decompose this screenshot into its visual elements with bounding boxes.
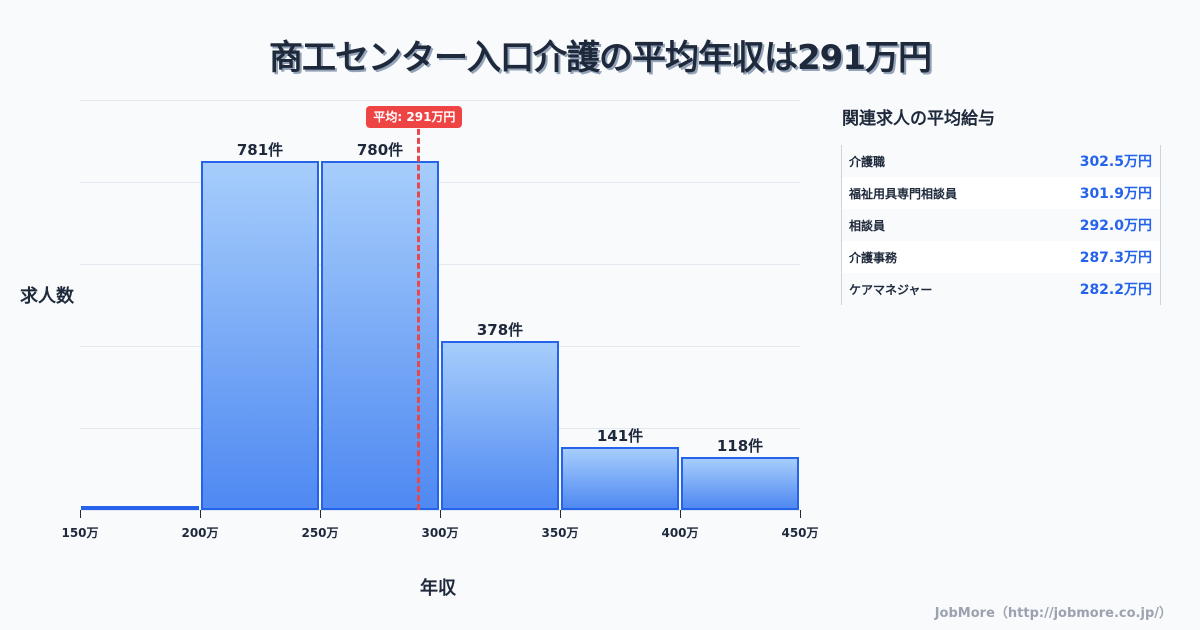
related-salary-row: 介護事務 287.3万円 bbox=[842, 241, 1160, 273]
gridline bbox=[80, 100, 800, 101]
y-axis-label: 求人数 bbox=[20, 286, 74, 307]
x-tick bbox=[800, 510, 801, 518]
job-name: 相談員 bbox=[849, 218, 886, 233]
related-salary-row: 福祉用具専門相談員 301.9万円 bbox=[842, 177, 1160, 209]
bar-count-label: 141件 bbox=[596, 426, 644, 445]
bar-count-label: 781件 bbox=[236, 140, 284, 159]
histogram-bar bbox=[321, 161, 439, 510]
related-salary-title: 関連求人の平均給与 bbox=[842, 109, 995, 129]
x-tick-label: 400万 bbox=[661, 526, 699, 540]
average-line bbox=[417, 120, 421, 510]
x-tick-label: 150万 bbox=[61, 526, 99, 540]
histogram-bar bbox=[561, 446, 679, 510]
x-tick bbox=[200, 510, 201, 518]
related-salary-row: ケアマネジャー 282.2万円 bbox=[842, 273, 1160, 305]
job-salary: 292.0万円 bbox=[1079, 218, 1152, 234]
x-tick-label: 350万 bbox=[541, 526, 579, 540]
average-badge: 平均: 291万円 bbox=[366, 106, 463, 128]
x-tick-label: 250万 bbox=[301, 526, 339, 540]
page-title: 商工センター入口介護の平均年収は291万円 bbox=[269, 38, 932, 78]
x-tick bbox=[320, 510, 321, 518]
gridline bbox=[80, 264, 800, 265]
histogram-bar bbox=[201, 160, 319, 510]
bar-count-label: 378件 bbox=[476, 320, 524, 339]
footer-credit: JobMore（http://jobmore.co.jp/） bbox=[934, 606, 1172, 621]
job-salary: 282.2万円 bbox=[1079, 282, 1152, 298]
job-name: 介護職 bbox=[849, 154, 886, 169]
histogram-bar bbox=[81, 506, 199, 510]
gridline bbox=[80, 182, 800, 183]
bar-count-label: 118件 bbox=[716, 437, 764, 456]
x-tick-label: 200万 bbox=[181, 526, 219, 540]
related-salary-row: 介護職 302.5万円 bbox=[842, 145, 1160, 177]
job-salary: 301.9万円 bbox=[1079, 186, 1152, 202]
x-tick-label: 450万 bbox=[781, 526, 819, 540]
job-name: 福祉用具専門相談員 bbox=[849, 186, 958, 201]
job-salary: 302.5万円 bbox=[1079, 154, 1152, 170]
histogram-plot-area: 781件 780件 378件 141件 118件 bbox=[80, 100, 800, 511]
bar-count-label: 780件 bbox=[356, 141, 404, 160]
related-salary-row: 相談員 292.0万円 bbox=[842, 209, 1160, 241]
job-name: ケアマネジャー bbox=[849, 282, 933, 297]
gridline bbox=[80, 428, 800, 429]
x-tick bbox=[440, 510, 441, 518]
x-tick bbox=[560, 510, 561, 518]
related-salary-table: 介護職 302.5万円 福祉用具専門相談員 301.9万円 相談員 292.0万… bbox=[841, 145, 1161, 305]
x-axis-label: 年収 bbox=[420, 578, 456, 599]
gridline bbox=[80, 346, 800, 347]
x-tick-label: 300万 bbox=[421, 526, 459, 540]
histogram-bar bbox=[681, 457, 799, 510]
histogram-bar bbox=[441, 341, 559, 510]
x-tick bbox=[80, 510, 81, 518]
job-salary: 287.3万円 bbox=[1079, 250, 1152, 266]
x-tick bbox=[680, 510, 681, 518]
job-name: 介護事務 bbox=[849, 250, 898, 265]
